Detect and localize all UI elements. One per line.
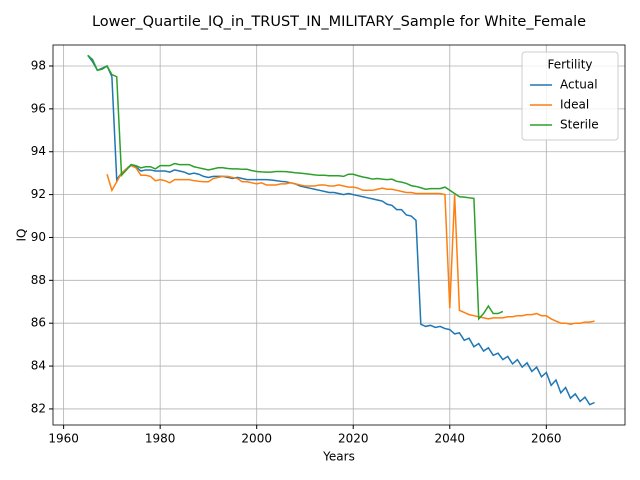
chart-title: Lower_Quartile_IQ_in_TRUST_IN_MILITARY_S… [92,14,586,30]
x-tick-label: 2060 [531,432,562,446]
y-tick-label: 94 [31,144,46,158]
x-tick-label: 2000 [241,432,272,446]
legend-label: Ideal [560,98,589,112]
y-tick-label: 82 [31,401,46,415]
plot-frame [52,44,626,426]
series-line [106,164,595,326]
series-line [87,54,504,321]
legend-label: Sterile [560,118,599,132]
series-line [87,54,595,406]
y-tick-label: 84 [31,359,46,373]
x-axis-label: Years [322,450,355,464]
x-tick-label: 2040 [435,432,466,446]
legend-title: Fertility [547,58,592,72]
x-tick-label: 1960 [48,432,79,446]
x-tick-label: 2020 [338,432,369,446]
y-tick-label: 86 [31,316,46,330]
legend-box [521,51,619,141]
y-tick-label: 96 [31,101,46,115]
y-axis-label: IQ [15,229,29,242]
legend-label: Actual [560,78,598,92]
y-tick-label: 90 [31,230,46,244]
x-tick-label: 1980 [145,432,176,446]
y-tick-label: 98 [31,59,46,73]
y-tick-label: 88 [31,273,46,287]
y-tick-label: 92 [31,187,46,201]
